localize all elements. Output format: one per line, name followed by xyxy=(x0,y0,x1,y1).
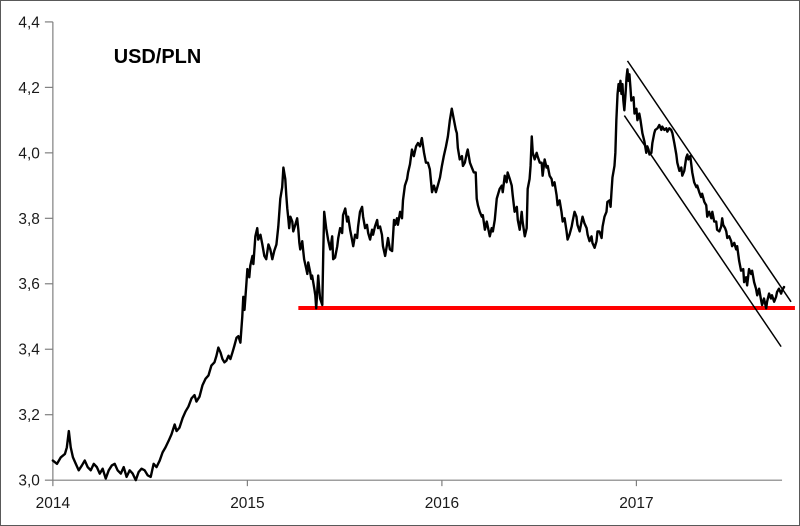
chart-title: USD/PLN xyxy=(114,46,202,68)
y-tick-label: 3,0 xyxy=(18,473,39,490)
x-tick-label: 2015 xyxy=(230,495,264,512)
y-tick-label: 4,2 xyxy=(18,80,39,97)
descending-channel-upper xyxy=(626,60,792,303)
y-tick-label: 3,4 xyxy=(18,342,40,359)
y-tick-label: 3,6 xyxy=(18,276,39,293)
price-series-group xyxy=(51,68,786,482)
x-tick-label: 2014 xyxy=(36,495,71,512)
annotations-group xyxy=(298,60,795,348)
x-tick-label: 2016 xyxy=(425,495,459,512)
y-tick-label: 3,2 xyxy=(18,407,39,424)
y-tick-label: 4,0 xyxy=(18,145,39,162)
x-tick-label: 2017 xyxy=(619,495,653,512)
y-tick-label: 4,4 xyxy=(18,14,40,31)
axes-group: 3,0 3,2 3,4 3,6 3,8 4,0 4,2 4,4 2014 2015 2016 2017 xyxy=(18,14,783,512)
price-line xyxy=(51,68,786,482)
y-tick-label: 3,8 xyxy=(18,211,39,228)
